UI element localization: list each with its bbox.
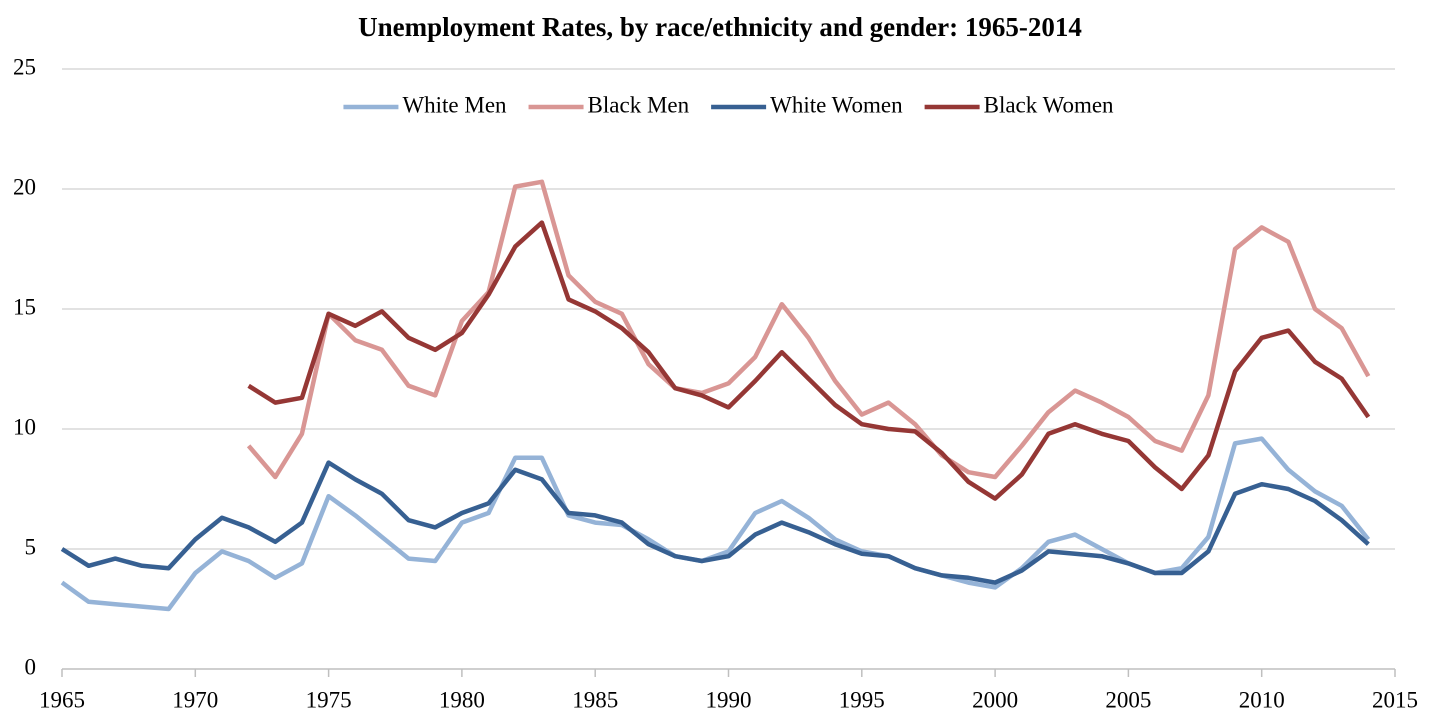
x-tick-label: 1995 xyxy=(839,687,885,712)
legend-label: White Men xyxy=(402,92,507,117)
x-tick-label: 2015 xyxy=(1372,687,1418,712)
y-tick-label: 20 xyxy=(13,174,36,199)
series-line xyxy=(247,220,1371,501)
legend-label: White Women xyxy=(770,92,903,117)
chart-title: Unemployment Rates, by race/ethnicity an… xyxy=(358,12,1082,42)
y-tick-label: 5 xyxy=(25,534,37,559)
y-tick-label: 15 xyxy=(13,294,36,319)
x-tick-label: 2000 xyxy=(972,687,1018,712)
x-tick-label: 1990 xyxy=(706,687,752,712)
x-tick-label: 1975 xyxy=(306,687,352,712)
x-tick-label: 1980 xyxy=(439,687,485,712)
y-tick-label: 25 xyxy=(13,54,36,79)
x-tick-label: 2005 xyxy=(1105,687,1151,712)
x-tick-label: 2010 xyxy=(1239,687,1285,712)
x-tick-label: 1970 xyxy=(172,687,218,712)
series-line xyxy=(60,460,1370,585)
series-line xyxy=(246,179,1371,480)
series-line xyxy=(60,436,1371,612)
legend-label: Black Women xyxy=(984,92,1114,117)
y-tick-label: 0 xyxy=(25,654,37,679)
legend-label: Black Men xyxy=(588,92,690,117)
x-tick-label: 1985 xyxy=(572,687,618,712)
x-tick-label: 1965 xyxy=(39,687,85,712)
y-tick-label: 10 xyxy=(13,414,36,439)
